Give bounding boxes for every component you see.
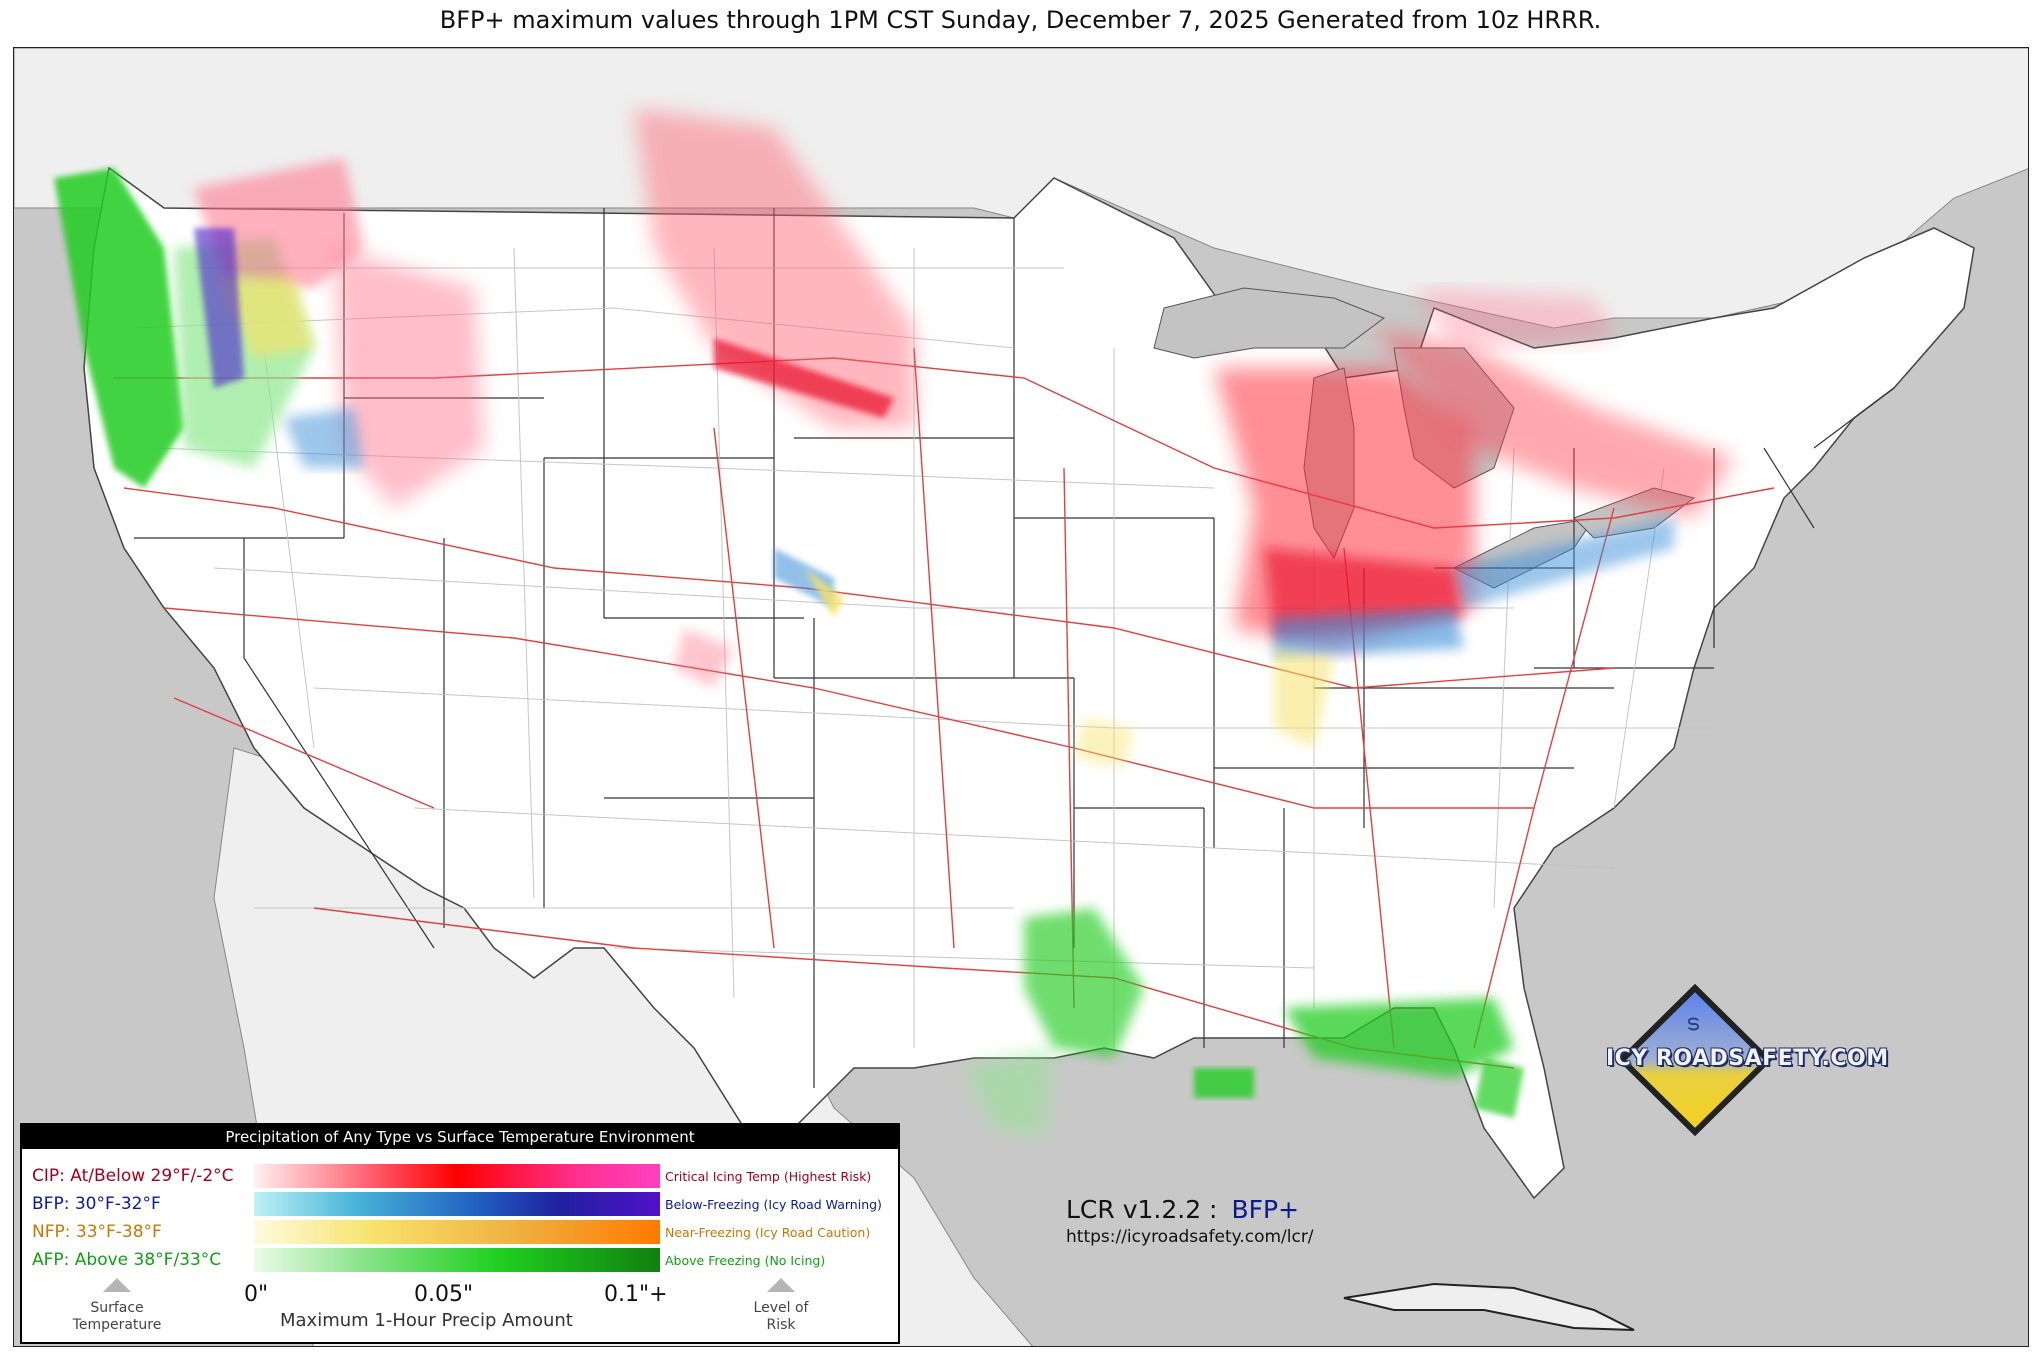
tick-label-1: 0.05": [414, 1282, 474, 1307]
legend-label-bfp: BFP: 30°F-32°F: [32, 1194, 161, 1214]
product-url[interactable]: https://icyroadsafety.com/lcr/: [1066, 1227, 1314, 1247]
tick-label-0: 0": [244, 1282, 269, 1307]
map-title: BFP+ maximum values through 1PM CST Sund…: [439, 6, 1602, 34]
legend-bar-cip: [254, 1164, 660, 1188]
logo-text: ICY ROADSAFETY.COM: [1606, 1046, 1889, 1071]
legend-panel: Precipitation of Any Type vs Surface Tem…: [20, 1123, 900, 1344]
version-label: LCR v1.2.2 : BFP+: [1066, 1195, 1299, 1224]
precip-overlay: [54, 108, 1734, 1138]
tick-label-2: 0.1"+: [604, 1282, 668, 1307]
legend-row-afp: AFP: Above 38°F/33°C Above Freezing (No …: [22, 1246, 898, 1274]
legend-bar-nfp: [254, 1220, 660, 1244]
risk-marker-icon: [767, 1278, 795, 1292]
warning-diamond-icon: ട: [1617, 983, 1773, 1137]
map-frame: [13, 47, 2029, 1347]
legend-label-afp: AFP: Above 38°F/33°C: [32, 1250, 222, 1270]
surface-temp-marker-icon: [103, 1278, 131, 1292]
risk-label: Level of Risk: [753, 1300, 809, 1333]
legend-bar-afp: [254, 1248, 660, 1272]
svg-text:ട: ട: [1686, 1011, 1699, 1036]
legend-row-bfp: BFP: 30°F-32°F Below-Freezing (Icy Road …: [22, 1190, 898, 1218]
version-text: LCR v1.2.2 :: [1066, 1195, 1218, 1224]
legend-axis-title: Maximum 1-Hour Precip Amount: [280, 1310, 573, 1331]
legend-desc-cip: Critical Icing Temp (Highest Risk): [665, 1169, 872, 1184]
legend-row-cip: CIP: At/Below 29°F/-2°C Critical Icing T…: [22, 1162, 898, 1190]
legend-desc-bfp: Below-Freezing (Icy Road Warning): [665, 1197, 882, 1212]
map-canvas: [14, 48, 2028, 1346]
legend-label-nfp: NFP: 33°F-38°F: [32, 1222, 162, 1242]
product-name: BFP+: [1231, 1195, 1300, 1224]
legend-desc-afp: Above Freezing (No Icing): [665, 1253, 826, 1268]
legend-label-cip: CIP: At/Below 29°F/-2°C: [32, 1166, 234, 1186]
legend-bar-bfp: [254, 1192, 660, 1216]
surface-temp-label: Surface Temperature: [72, 1300, 162, 1333]
legend-desc-nfp: Near-Freezing (Icy Road Caution): [665, 1225, 871, 1240]
legend-header: Precipitation of Any Type vs Surface Tem…: [22, 1125, 898, 1149]
cuba-land: [1343, 1282, 1635, 1331]
legend-row-nfp: NFP: 33°F-38°F Near-Freezing (Icy Road C…: [22, 1218, 898, 1246]
